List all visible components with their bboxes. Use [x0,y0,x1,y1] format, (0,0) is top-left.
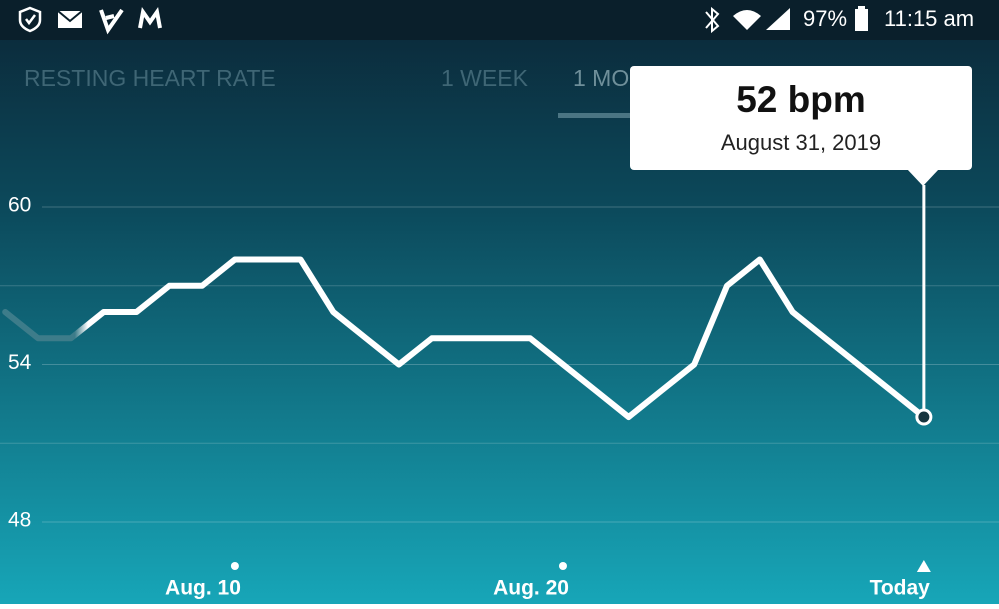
x-tick-marker [916,560,931,572]
tooltip [630,66,972,170]
tab-month[interactable]: 1 MO [573,65,629,91]
mail-flap [57,10,83,23]
heart-rate-line [2,256,927,420]
y-tick-label: 60 [8,194,31,217]
check-icon [99,8,124,35]
clock: 11:15 am [884,6,974,31]
y-tick-label: 48 [8,508,31,531]
status-bar [0,0,999,40]
battery-percent: 97% [803,6,847,31]
tooltip-date: August 31, 2019 [721,130,881,155]
x-tick-marker [230,562,239,570]
x-tick-marker [558,562,567,570]
page-title: RESTING HEART RATE [24,65,276,91]
tab-week[interactable]: 1 WEEK [441,65,529,91]
tooltip-value: 52 bpm [736,79,866,120]
y-tick-label: 54 [8,351,32,374]
malware-icon [138,6,162,29]
x-tick-label: Today [870,577,931,600]
x-tick-label: Aug. 20 [493,577,569,600]
wifi-icon [733,10,761,30]
plot: 48 54 60 Aug. 10 Aug. 20 Today [0,194,999,600]
battery-tip [858,6,865,10]
tab-underline [558,113,643,118]
notification-icons [18,6,42,33]
battery-icon [855,9,868,31]
signal-icon [766,8,790,30]
tooltip-arrow [907,169,939,186]
selected-point [915,408,933,426]
bluetooth-icon [705,6,720,34]
x-tick-label: Aug. 10 [165,577,241,600]
